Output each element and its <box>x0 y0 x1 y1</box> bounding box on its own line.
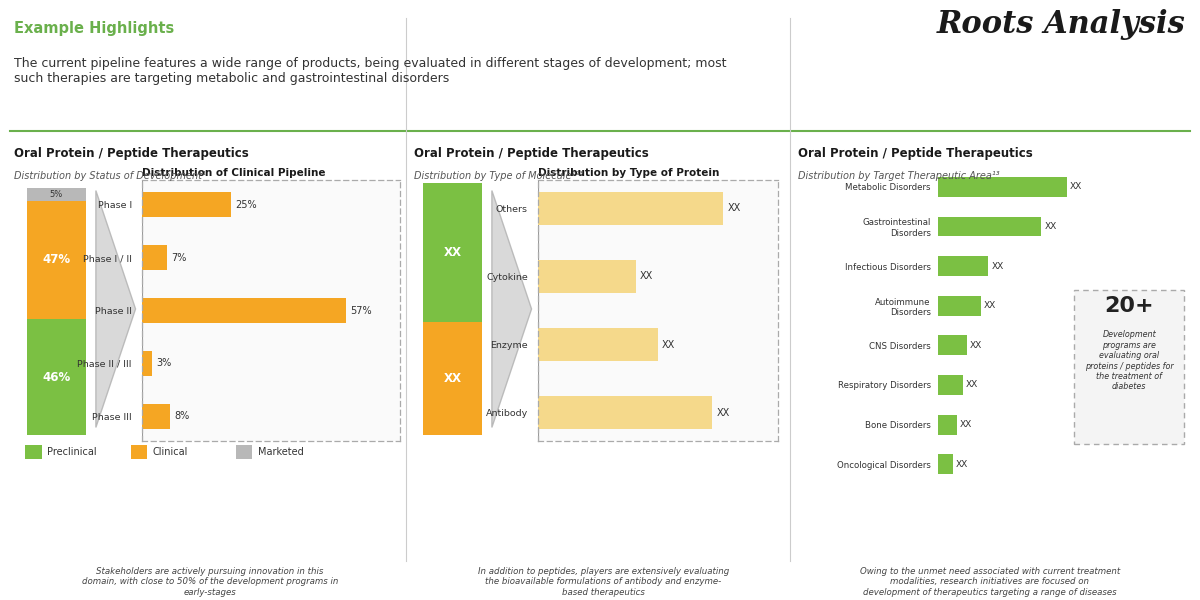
Bar <box>938 375 962 395</box>
Text: XX: XX <box>640 271 653 281</box>
FancyBboxPatch shape <box>1074 290 1184 444</box>
Bar <box>26 200 86 319</box>
Text: Owing to the unmet need associated with current treatment
modalities, research i: Owing to the unmet need associated with … <box>860 567 1120 597</box>
Bar <box>25 445 42 458</box>
Text: XX: XX <box>955 460 968 469</box>
Text: Development
programs are
evaluating oral
proteins / peptides for
the treatment o: Development programs are evaluating oral… <box>1085 331 1174 391</box>
Text: XX: XX <box>444 246 461 259</box>
Text: Stakeholders are actively pursuing innovation in this
domain, with close to 50% : Stakeholders are actively pursuing innov… <box>82 567 338 597</box>
Bar <box>142 351 152 376</box>
Text: 5%: 5% <box>49 190 64 199</box>
Bar <box>131 445 148 458</box>
Text: Clinical: Clinical <box>152 447 187 457</box>
Text: In addition to peptides, players are extensively evaluating
the bioavailable for: In addition to peptides, players are ext… <box>478 567 730 597</box>
Bar <box>26 188 86 200</box>
Polygon shape <box>492 191 532 427</box>
Bar <box>938 217 1042 236</box>
Bar <box>938 415 958 434</box>
Text: XX: XX <box>1070 182 1082 191</box>
Text: Oral Protein / Peptide Therapeutics: Oral Protein / Peptide Therapeutics <box>414 147 649 160</box>
Bar <box>236 445 252 458</box>
Text: 7%: 7% <box>170 253 186 263</box>
Text: Roots Analysis: Roots Analysis <box>937 9 1186 40</box>
Text: 8%: 8% <box>174 412 190 421</box>
Text: Oral Protein / Peptide Therapeutics: Oral Protein / Peptide Therapeutics <box>14 147 250 160</box>
Text: XX: XX <box>716 408 730 418</box>
Bar <box>422 322 482 435</box>
Text: 57%: 57% <box>350 305 372 316</box>
Text: 3%: 3% <box>157 358 172 368</box>
Bar <box>938 177 1067 197</box>
Text: 25%: 25% <box>235 200 257 209</box>
Bar <box>142 245 167 270</box>
Text: XX: XX <box>984 301 996 310</box>
Bar <box>142 298 346 323</box>
Text: XX: XX <box>991 262 1003 271</box>
Bar <box>938 335 967 355</box>
Bar <box>142 192 232 217</box>
Text: Distribution by Status of Development¹: Distribution by Status of Development¹ <box>14 171 206 181</box>
Bar <box>422 183 482 322</box>
Text: 47%: 47% <box>42 253 71 266</box>
Text: XX: XX <box>970 341 982 350</box>
Text: Distribution by Type of Protein: Distribution by Type of Protein <box>538 168 719 178</box>
Bar <box>938 454 953 474</box>
Text: The current pipeline features a wide range of products, being evaluated in diffe: The current pipeline features a wide ran… <box>14 57 727 85</box>
Text: XX: XX <box>727 203 740 213</box>
Text: XX: XX <box>1044 222 1056 231</box>
Text: Example Highlights: Example Highlights <box>14 21 175 36</box>
Bar <box>538 260 636 293</box>
Text: 20+: 20+ <box>1104 296 1154 316</box>
Bar <box>938 296 982 316</box>
Bar <box>26 319 86 435</box>
Polygon shape <box>96 191 136 427</box>
Text: Distribution by Type of Molecule¹²³: Distribution by Type of Molecule¹²³ <box>414 171 583 181</box>
Bar <box>538 397 712 429</box>
Text: Distribution by Target Therapeutic Area¹³: Distribution by Target Therapeutic Area¹… <box>798 171 1000 181</box>
Text: XX: XX <box>966 380 978 389</box>
Bar <box>538 328 658 361</box>
Text: 46%: 46% <box>42 371 71 383</box>
Bar <box>142 404 170 429</box>
Bar <box>938 256 989 276</box>
Text: XX: XX <box>662 340 676 350</box>
Text: XX: XX <box>960 420 972 429</box>
Text: Oral Protein / Peptide Therapeutics: Oral Protein / Peptide Therapeutics <box>798 147 1033 160</box>
Text: XX: XX <box>444 372 461 385</box>
Text: Distribution of Clinical Pipeline: Distribution of Clinical Pipeline <box>142 168 325 178</box>
Bar <box>538 192 724 224</box>
Text: Preclinical: Preclinical <box>47 447 96 457</box>
Text: Marketed: Marketed <box>258 447 304 457</box>
